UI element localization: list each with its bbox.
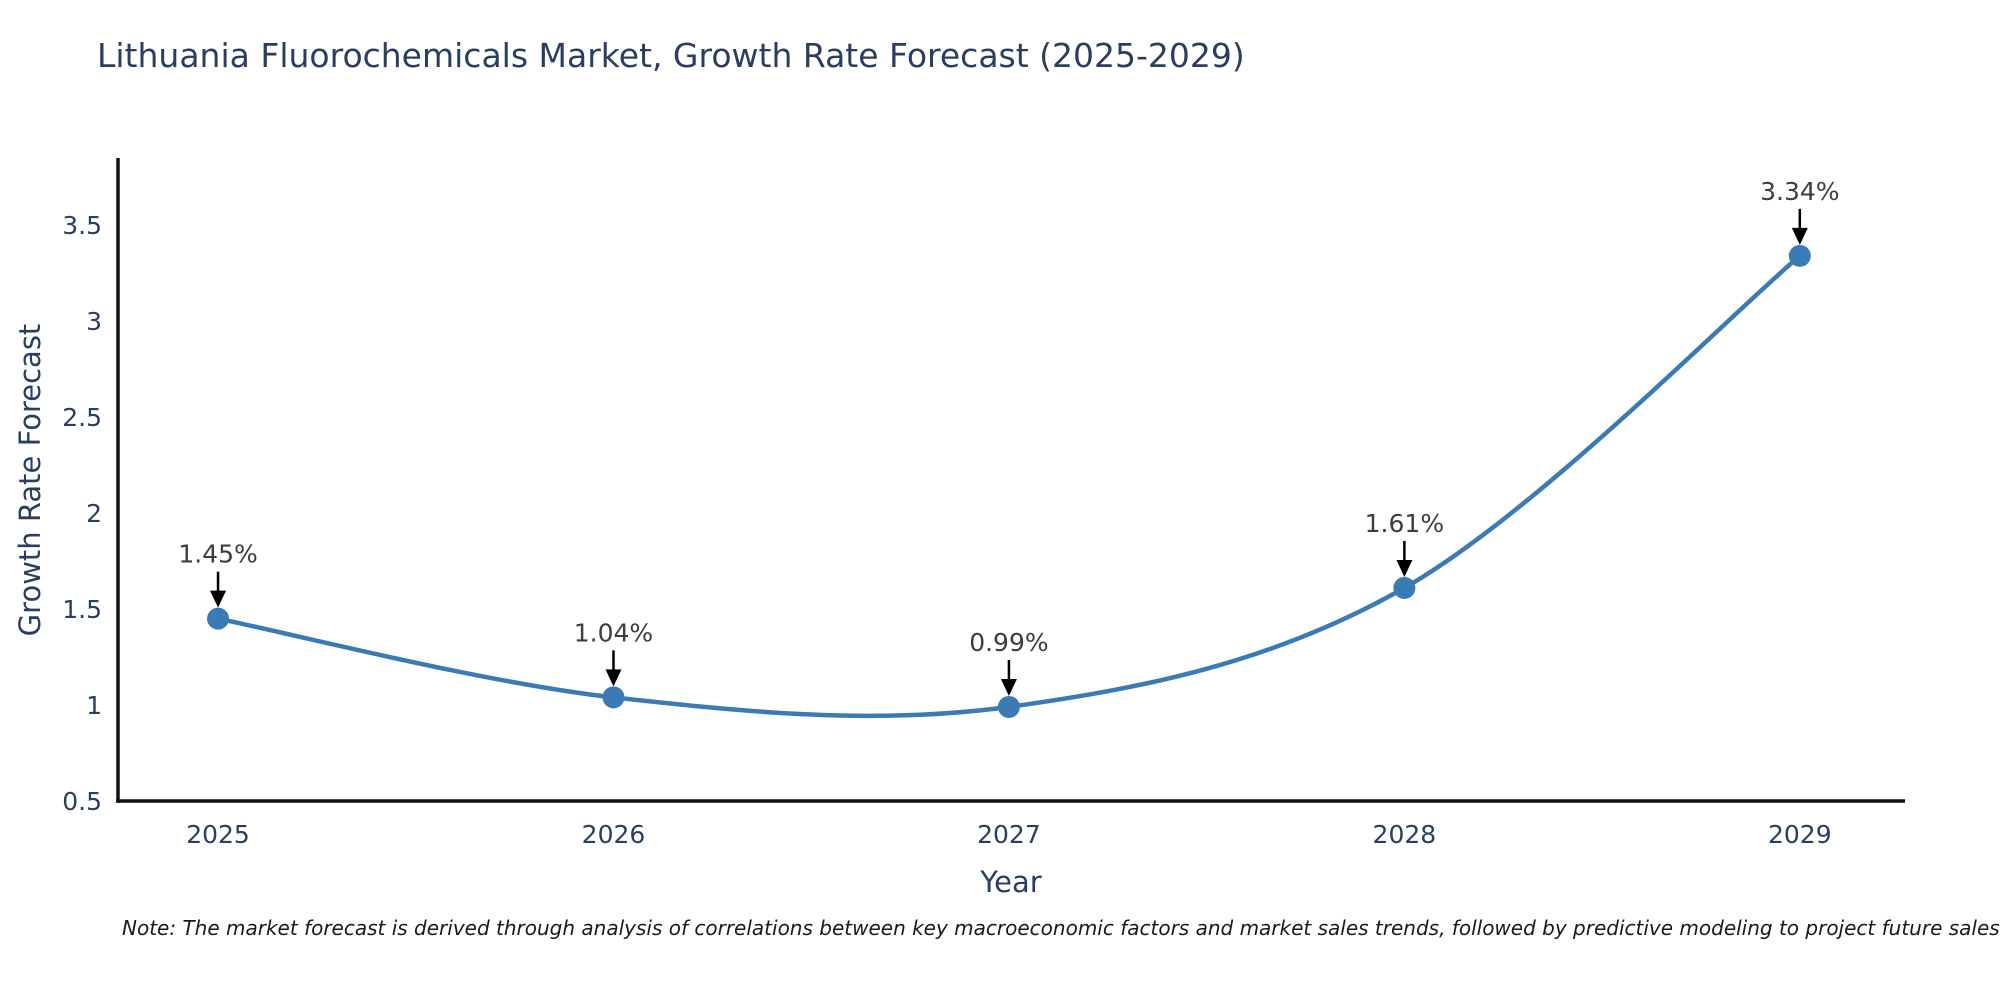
x-axis-title: Year [980,865,1042,899]
annotation-arrowhead [1000,678,1017,696]
data-point-marker [997,695,1020,718]
y-tick-label: 3 [86,307,102,336]
footnote: Note: The market forecast is derived thr… [122,916,2000,940]
chart-title: Lithuania Fluorochemicals Market, Growth… [97,36,1245,75]
y-tick-label: 1 [86,691,102,720]
x-tick-label: 2025 [186,820,250,849]
x-tick-label: 2026 [582,820,646,849]
x-tick-label: 2029 [1768,820,1832,849]
data-point-marker [1788,244,1811,267]
annotation-arrowhead [605,669,622,687]
x-tick-label: 2027 [977,820,1041,849]
annotation-arrowhead [1396,559,1413,577]
point-value-label: 0.99% [969,628,1048,657]
point-value-label: 1.45% [178,540,257,569]
y-tick-label: 3.5 [62,211,102,240]
y-tick-label: 0.5 [62,787,102,816]
data-point-marker [207,607,230,630]
point-value-label: 3.34% [1760,177,1839,206]
y-tick-label: 2.5 [62,403,102,432]
y-tick-label: 1.5 [62,595,102,624]
annotation-arrowhead [210,590,227,608]
data-point-marker [602,686,625,709]
data-point-marker [1393,576,1416,599]
x-tick-label: 2028 [1373,820,1437,849]
annotation-arrowhead [1791,227,1808,245]
y-tick-label: 2 [86,499,102,528]
point-value-label: 1.61% [1365,509,1444,538]
point-value-label: 1.04% [574,618,653,647]
